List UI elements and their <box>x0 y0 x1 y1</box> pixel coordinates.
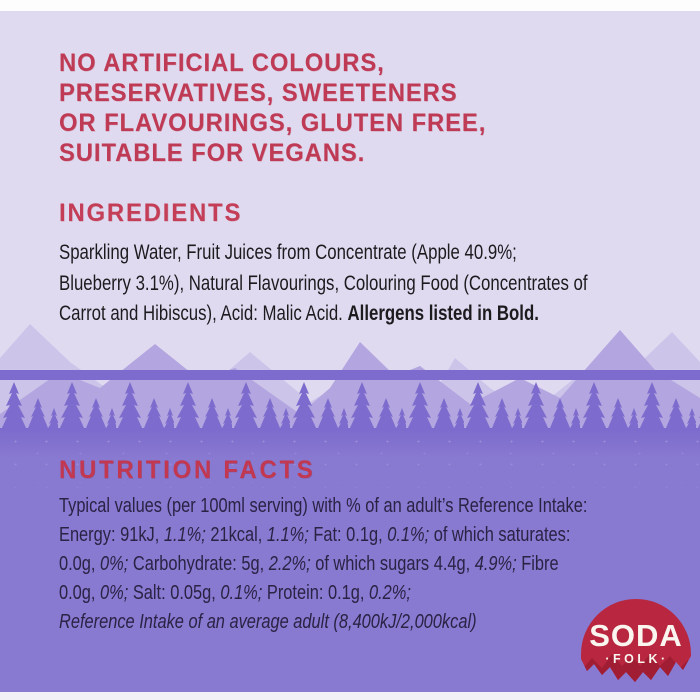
soda-folk-logo: SODA ·FOLK· <box>581 599 691 682</box>
bottom-white-strip <box>0 692 700 700</box>
mountain-forest-illustration <box>0 324 700 432</box>
ingredients-line: Carrot and Hibiscus), Acid: Malic Acid. … <box>59 302 539 325</box>
logo-mountain-ridge <box>581 654 691 682</box>
top-white-strip <box>0 0 700 11</box>
nutrition-line: Typical values (per 100ml serving) with … <box>59 494 588 517</box>
tree-line <box>0 370 700 432</box>
claims-line: SUITABLE FOR VEGANS. <box>59 139 366 167</box>
lower-purple-section: NUTRITION FACTS Typical values (per 100m… <box>0 430 700 692</box>
ingredients-text: Sparkling Water, Fruit Juices from Conce… <box>59 238 700 330</box>
claims-line: OR FLAVOURINGS, GLUTEN FREE, <box>59 109 487 137</box>
logo-folk-text: ·FOLK· <box>605 652 668 666</box>
ingredients-heading: INGREDIENTS <box>59 199 243 227</box>
claims-line: NO ARTIFICIAL COLOURS, <box>59 49 385 77</box>
claims-heading: NO ARTIFICIAL COLOURS, PRESERVATIVES, SW… <box>59 48 509 168</box>
logo-soda-text: SODA <box>589 618 683 653</box>
nutrition-line: 0.0g, 0%; Carbohydrate: 5g, 2.2%; of whi… <box>59 552 559 575</box>
upper-lavender-section: NO ARTIFICIAL COLOURS, PRESERVATIVES, SW… <box>0 11 700 430</box>
ingredients-line: Sparkling Water, Fruit Juices from Conce… <box>59 241 517 264</box>
nutrition-line: Energy: 91kJ, 1.1%; 21kcal, 1.1%; Fat: 0… <box>59 523 571 546</box>
claims-line: PRESERVATIVES, SWEETENERS <box>59 79 458 107</box>
nutrition-heading: NUTRITION FACTS <box>59 456 316 484</box>
ingredients-line: Blueberry 3.1%), Natural Flavourings, Co… <box>59 271 588 295</box>
nutrition-line: 0.0g, 0%; Salt: 0.05g, 0.1%; Protein: 0.… <box>59 581 411 604</box>
nutrition-text: Typical values (per 100ml serving) with … <box>59 491 700 636</box>
nutrition-line: Reference Intake of an average adult (8,… <box>59 610 477 633</box>
